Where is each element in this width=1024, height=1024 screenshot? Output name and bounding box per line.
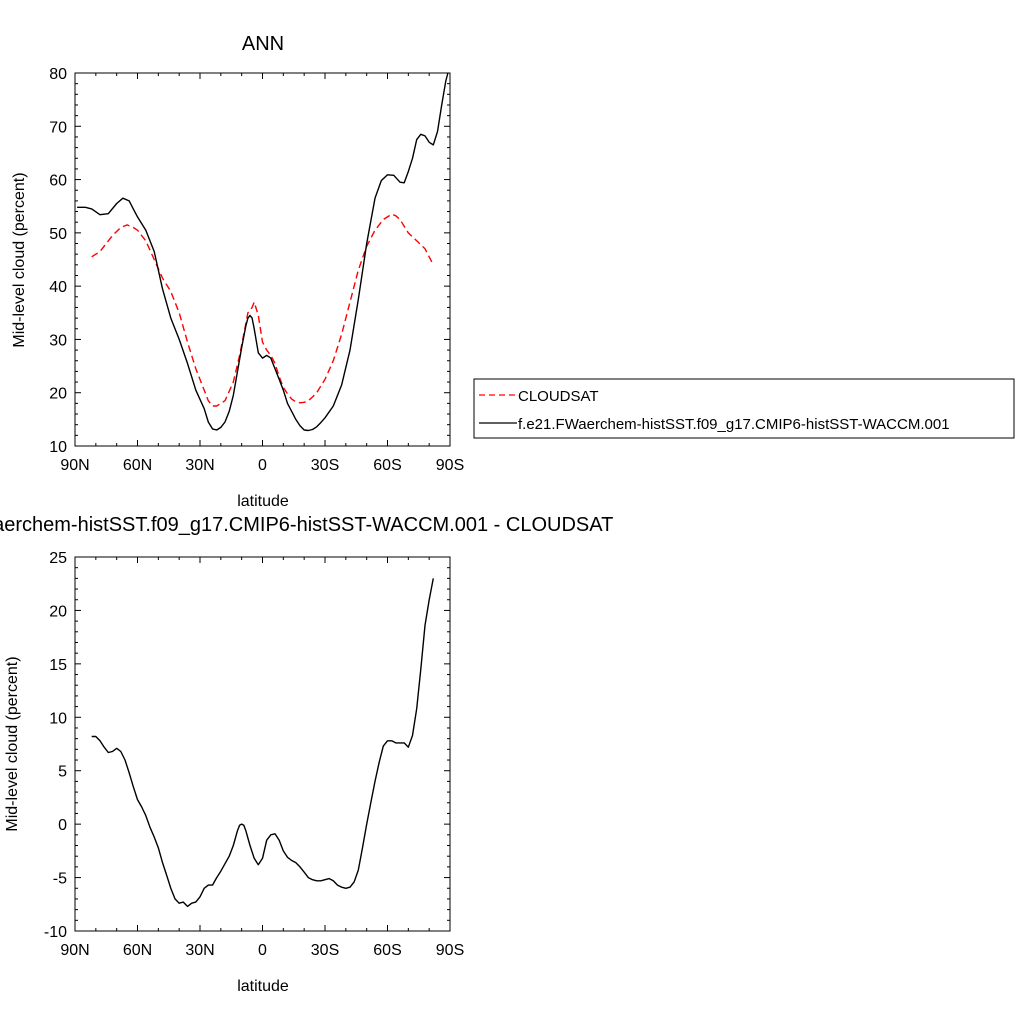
bottom-plot-frame <box>74 556 451 932</box>
top-x-tick-label: 60S <box>373 457 401 474</box>
top-y-tick-label: 10 <box>49 439 67 456</box>
top-y-tick-label: 30 <box>49 332 67 349</box>
top-series-group <box>77 72 449 432</box>
bottom-x-tick-label: 30S <box>311 942 339 959</box>
bottom-y-tick-label: 25 <box>49 550 67 567</box>
bottom-y-tick-label: 20 <box>49 603 67 620</box>
top-x-tick-label: 30S <box>311 457 339 474</box>
bottom-y-tick-label: 10 <box>49 710 67 727</box>
top-plot-frame <box>74 72 451 447</box>
top-x-axis-label: latitude <box>237 493 289 510</box>
bottom-x-tick-label: 60S <box>373 942 401 959</box>
top-y-tick-label: 50 <box>49 226 67 243</box>
bottom-x-tick-label: 90N <box>60 942 89 959</box>
bottom-axes: 90N 60N 30N 0 30S 60S 90S -10 -5 0 5 10 15 20 25 <box>44 550 464 959</box>
legend-label-model: f.e21.FWaerchem-histSST.f09_g17.CMIP6-hi… <box>518 416 950 433</box>
top-y-tick-label: 20 <box>49 386 67 403</box>
bottom-y-tick-label: 5 <box>58 764 67 781</box>
top-x-tick-label: 90N <box>60 457 89 474</box>
bottom-x-tick-label: 90S <box>436 942 464 959</box>
top-y-tick-label: 80 <box>49 66 67 83</box>
bottom-series-line-model <box>91 578 434 908</box>
bottom-x-tick-label: 0 <box>258 942 267 959</box>
bottom-y-tick-label: -5 <box>53 871 67 888</box>
top-x-tick-label: 0 <box>258 457 267 474</box>
top-y-axis-label: Mid-level cloud (percent) <box>11 172 28 347</box>
top-axes: 90N 60N 30N 0 30S 60S 90S 10 20 30 40 50 60 70 80 <box>49 66 464 474</box>
legend-box <box>473 378 1015 439</box>
legend-label-cloudsat: CLOUDSAT <box>518 388 599 405</box>
bottom-y-axis-label: Mid-level cloud (percent) <box>4 656 21 831</box>
bottom-x-tick-label: 60N <box>123 942 152 959</box>
top-panel: ANN 90N 60N 30N 0 30S 60S 90S1020304050607080 … <box>11 33 464 510</box>
bottom-y-tick-label: 15 <box>49 657 67 674</box>
bottom-panel: f.e21.FWaerchem-histSST.f09_g17.CMIP6-hi… <box>0 514 613 995</box>
bottom-series-group <box>91 578 434 908</box>
top-y-tick-label: 60 <box>49 173 67 190</box>
top-y-tick-label: 70 <box>49 119 67 136</box>
top-series-line-model <box>77 72 449 432</box>
top-x-tick-label: 30N <box>185 457 214 474</box>
top-y-tick-label: 40 <box>49 279 67 296</box>
bottom-y-tick-label: 0 <box>58 817 67 834</box>
top-x-tick-label: 90S <box>436 457 464 474</box>
bottom-y-tick-label: -10 <box>44 924 67 941</box>
bottom-x-axis-label: latitude <box>237 978 289 995</box>
top-chart-title: ANN <box>242 33 284 55</box>
bottom-x-tick-label: 30N <box>185 942 214 959</box>
legend: CLOUDSAT f.e21.FWaerchem-histSST.f09_g17… <box>473 378 1015 439</box>
bottom-chart-title: f.e21.FWaerchem-histSST.f09_g17.CMIP6-hi… <box>0 514 613 536</box>
top-x-tick-label: 60N <box>123 457 152 474</box>
top-series-line-cloudsat <box>91 213 434 407</box>
